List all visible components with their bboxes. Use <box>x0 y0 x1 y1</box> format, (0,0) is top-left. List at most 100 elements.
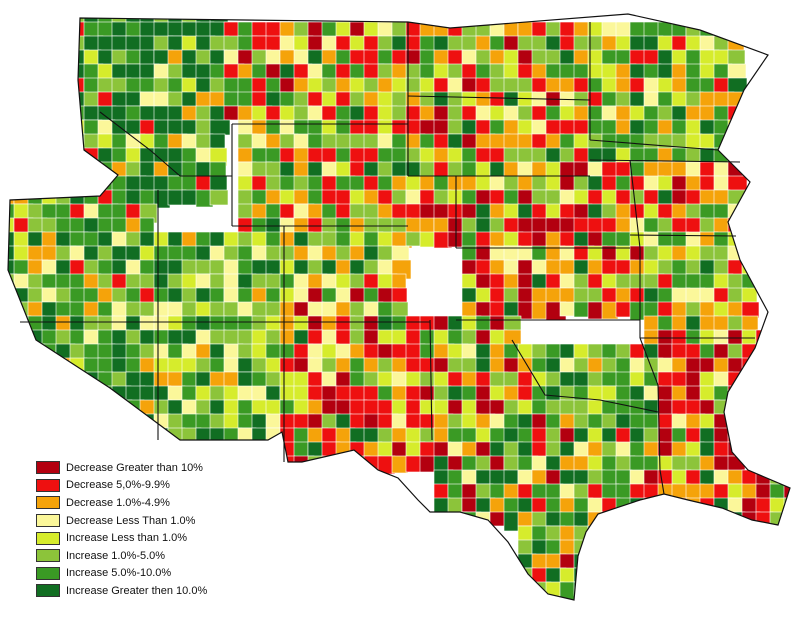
county-cell <box>13 357 33 373</box>
county-cell <box>55 14 72 26</box>
county-cell <box>27 357 46 375</box>
county-cell <box>251 399 269 415</box>
county-cell <box>13 119 31 140</box>
county-cell <box>27 273 45 291</box>
county-cell <box>209 427 227 447</box>
county-cell <box>727 231 746 248</box>
county-cell <box>727 483 744 499</box>
state-border-line <box>589 159 741 163</box>
county-cell <box>685 105 701 121</box>
county-cell <box>545 77 561 93</box>
county-cell <box>307 371 323 388</box>
county-cell <box>41 287 58 304</box>
county-cell <box>8 21 16 40</box>
county-cell <box>461 329 479 346</box>
county-cell <box>503 77 520 93</box>
county-cell <box>223 371 239 388</box>
county-cell <box>713 329 729 345</box>
county-cell <box>83 399 104 418</box>
county-cell <box>27 14 48 27</box>
county-cell <box>223 385 240 401</box>
county-cell <box>125 49 141 65</box>
county-cell <box>377 329 394 345</box>
county-cell <box>55 147 74 165</box>
county-cell <box>125 343 142 359</box>
county-cell <box>41 14 61 25</box>
county-cell <box>433 483 449 501</box>
county-cell <box>13 133 31 152</box>
county-cell <box>13 14 33 26</box>
county-cell <box>517 133 533 151</box>
county-cell <box>321 287 338 305</box>
county-cell <box>167 413 184 431</box>
county-cell <box>545 357 562 375</box>
county-cell <box>41 413 61 431</box>
county-cell <box>755 399 772 419</box>
county-cell <box>41 175 63 194</box>
county-cell <box>27 385 47 404</box>
county-cell <box>699 259 716 277</box>
county-cell <box>209 315 227 332</box>
county-cell <box>727 399 747 419</box>
county-cell <box>111 413 127 432</box>
county-cell <box>55 63 72 82</box>
county-cell <box>699 35 716 51</box>
county-cell <box>111 217 128 234</box>
county-cell <box>8 287 17 307</box>
county-cell <box>8 63 17 81</box>
county-cell <box>13 343 34 361</box>
county-cell <box>97 189 114 207</box>
legend-label: Increase Greater then 10.0% <box>66 584 208 597</box>
county-cell <box>8 105 18 123</box>
county-cell <box>265 287 281 304</box>
county-cell <box>69 399 88 418</box>
county-cell <box>489 441 507 458</box>
legend-swatch <box>36 531 60 545</box>
county-cell <box>391 301 409 319</box>
county-cell <box>41 343 57 364</box>
legend-item: Increase Less than 1.0% <box>36 529 236 547</box>
county-cell <box>55 105 73 126</box>
county-cell <box>671 161 688 177</box>
county-cell <box>41 21 60 37</box>
county-cell <box>699 511 720 527</box>
county-cell <box>391 273 407 291</box>
county-cell <box>685 371 701 388</box>
county-cell <box>209 329 227 345</box>
county-cell <box>321 133 339 151</box>
county-cell <box>181 161 199 177</box>
county-cell <box>265 77 281 94</box>
county-cell <box>629 511 649 531</box>
county-cell <box>685 161 702 179</box>
legend: Decrease Greater than 10% Decrease 5,0%-… <box>36 459 236 600</box>
county-cell <box>615 511 637 529</box>
county-cell <box>741 259 763 275</box>
county-cell <box>209 14 229 24</box>
county-cell <box>293 371 311 388</box>
county-cell <box>125 161 141 178</box>
county-cell <box>27 147 46 164</box>
county-cell <box>363 371 379 389</box>
county-cell <box>167 119 185 137</box>
county-cell <box>489 175 506 192</box>
county-cell <box>713 511 734 527</box>
county-cell <box>125 77 143 94</box>
county-cell <box>531 427 549 445</box>
county-cell <box>517 399 533 416</box>
county-cell <box>41 105 59 122</box>
county-cell <box>573 581 594 597</box>
county-cell <box>671 273 689 291</box>
county-cell <box>97 217 113 233</box>
county-cell <box>489 413 507 430</box>
county-cell <box>363 77 380 93</box>
county-cell <box>251 371 269 388</box>
county-cell <box>13 189 31 205</box>
county-cell <box>307 189 324 206</box>
state-border-line <box>511 339 659 413</box>
county-cell <box>83 357 101 374</box>
county-cell <box>293 189 311 205</box>
county-cell <box>27 287 45 304</box>
county-cell <box>741 301 760 319</box>
county-cell <box>13 63 30 80</box>
county-cell <box>55 21 72 40</box>
